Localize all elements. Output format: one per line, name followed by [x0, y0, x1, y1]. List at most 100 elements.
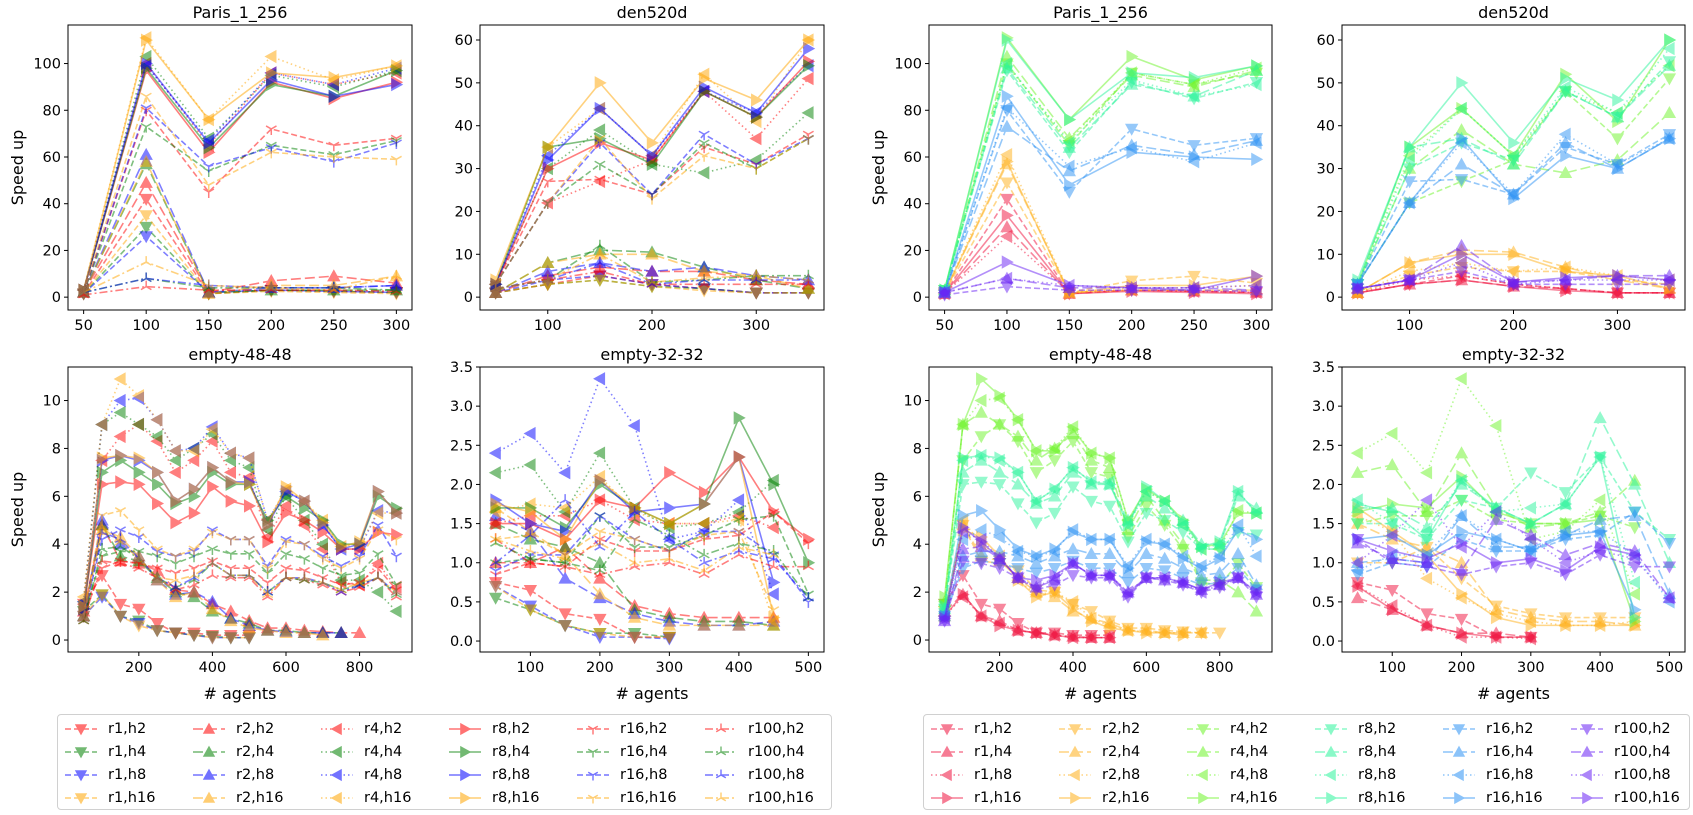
- legend-color-by-r: r1,h2 r1,h4 r1,h8 r1,h16 r2,h2 r2,h4 r2,h8 r2,h…: [923, 714, 1690, 810]
- series-line: [83, 235, 397, 295]
- legend-marker-icon: [1068, 768, 1080, 781]
- data-point-marker: [490, 566, 502, 577]
- series-r8-h16: [78, 448, 404, 614]
- data-point-marker: [698, 531, 710, 542]
- y-tick-label: 1.0: [450, 556, 473, 572]
- data-point-marker: [593, 123, 606, 137]
- legend-entry: r8,h8: [1314, 763, 1442, 786]
- legend-label: r2,h16: [236, 789, 284, 806]
- data-point-marker: [1560, 563, 1573, 578]
- data-point-marker: [335, 583, 347, 594]
- data-point-marker: [1049, 482, 1062, 496]
- series-r16-h4: [490, 512, 814, 601]
- series-line: [943, 94, 1257, 293]
- data-point-marker: [801, 71, 814, 86]
- data-point-marker: [1231, 546, 1245, 560]
- series-line: [82, 397, 397, 602]
- legend-entry: r16,h4: [576, 740, 704, 763]
- data-point-marker: [992, 603, 1007, 616]
- legend-label: r2,h8: [1102, 766, 1141, 783]
- legend-entry: r16,h4: [1442, 740, 1570, 763]
- legend-swatch-icon: [1187, 791, 1219, 804]
- data-point-marker: [151, 545, 163, 556]
- data-point-marker: [1139, 562, 1154, 575]
- data-point-marker: [1560, 516, 1573, 531]
- data-point-marker: [1251, 152, 1264, 167]
- data-point-marker: [95, 589, 109, 602]
- legend-entry: r2,h16: [192, 786, 320, 809]
- y-tick-label: 0.5: [1312, 595, 1335, 611]
- data-point-marker: [542, 140, 555, 154]
- data-point-marker: [243, 477, 257, 492]
- legend-swatch-icon: [449, 722, 481, 735]
- data-point-marker: [1104, 630, 1117, 645]
- data-point-marker: [1188, 150, 1201, 164]
- data-point-marker: [1104, 451, 1117, 465]
- x-tick-label: 50: [74, 318, 92, 334]
- data-point-marker: [1628, 477, 1642, 490]
- data-point-marker: [1249, 604, 1264, 617]
- data-point-marker: [139, 175, 153, 188]
- legend-marker-icon: [1070, 791, 1082, 804]
- legend-swatch-icon: [1443, 768, 1475, 781]
- data-point-marker: [992, 562, 1007, 575]
- legend-swatch-icon: [931, 723, 963, 735]
- data-point-marker: [1662, 106, 1677, 119]
- data-point-marker: [280, 506, 293, 520]
- data-point-marker: [1049, 542, 1062, 556]
- data-point-marker: [140, 33, 154, 47]
- data-point-marker: [1628, 508, 1642, 521]
- data-point-marker: [558, 620, 572, 633]
- series-r1-h2: [76, 570, 256, 643]
- data-point-marker: [262, 588, 274, 599]
- data-point-marker: [594, 239, 606, 250]
- data-point-marker: [280, 480, 293, 494]
- series-line: [944, 277, 1257, 294]
- legend-entry: r1,h4: [930, 740, 1058, 763]
- data-point-marker: [594, 265, 606, 276]
- series-line: [495, 455, 775, 618]
- data-point-marker: [335, 539, 348, 554]
- data-point-marker: [957, 587, 970, 602]
- series-r100-h4: [1350, 512, 1677, 604]
- data-point-marker: [1525, 552, 1538, 566]
- data-point-marker: [115, 475, 128, 489]
- data-point-marker: [1029, 556, 1043, 569]
- data-point-marker: [203, 188, 215, 199]
- data-point-marker: [1456, 587, 1469, 601]
- legend-entry: r2,h8: [192, 763, 320, 786]
- data-point-marker: [1104, 568, 1117, 583]
- data-point-marker: [733, 450, 746, 464]
- data-point-marker: [391, 77, 404, 92]
- data-point-marker: [1104, 477, 1117, 492]
- data-point-marker: [1385, 516, 1398, 531]
- data-point-marker: [664, 516, 677, 531]
- data-point-marker: [133, 451, 146, 465]
- series-line: [82, 36, 397, 291]
- series-r4-h4: [76, 49, 402, 297]
- series-line: [82, 125, 397, 293]
- legend-swatch-icon: [65, 746, 97, 758]
- series-r1-h4: [488, 592, 677, 644]
- legend-swatch-icon: [1059, 745, 1091, 757]
- data-point-marker: [1000, 271, 1013, 286]
- data-point-marker: [1188, 283, 1201, 297]
- legend-label: r2,h4: [1102, 743, 1141, 760]
- data-point-marker: [315, 537, 328, 551]
- legend-label: r1,h8: [108, 766, 147, 783]
- data-point-marker: [140, 122, 152, 133]
- data-point-marker: [203, 279, 215, 290]
- subplot-title: den520d: [1478, 3, 1549, 22]
- y-axis-label: Speed up: [869, 130, 888, 206]
- series-line: [943, 197, 1257, 295]
- legend-label: r4,h16: [364, 789, 412, 806]
- series-r4-h2: [937, 419, 1264, 611]
- legend-label: r16,h16: [620, 789, 677, 806]
- data-point-marker: [1456, 473, 1469, 488]
- data-point-marker: [353, 576, 366, 587]
- series-r4-h16: [76, 31, 402, 297]
- legend-label: r2,h2: [1102, 720, 1141, 737]
- data-point-marker: [1489, 540, 1503, 553]
- data-point-marker: [994, 451, 1007, 465]
